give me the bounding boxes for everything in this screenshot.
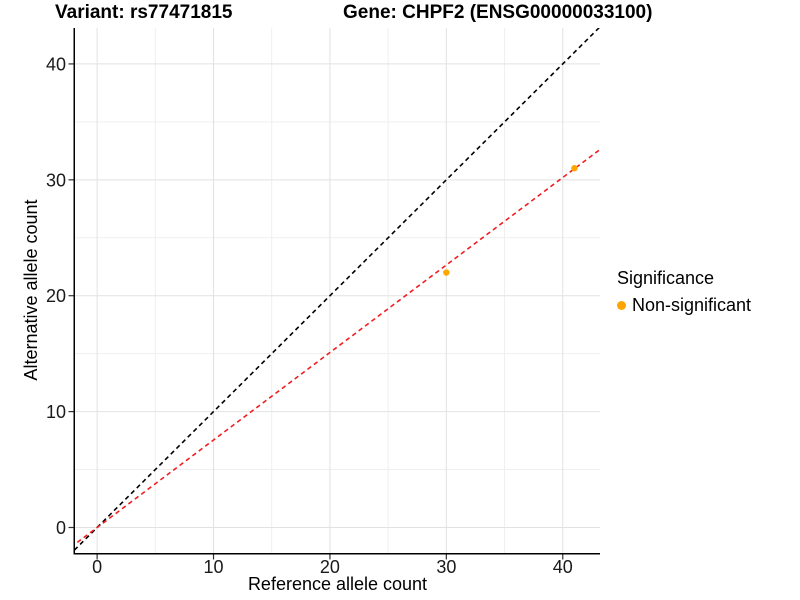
y-tick-label: 30 xyxy=(46,170,66,190)
x-tick-label: 30 xyxy=(436,557,456,577)
x-tick-label: 40 xyxy=(553,557,573,577)
legend-item-non-significant: Non-significant xyxy=(617,295,751,316)
x-tick-label: 20 xyxy=(320,557,340,577)
legend-item-label: Non-significant xyxy=(632,295,752,315)
y-tick-label: 10 xyxy=(46,402,66,422)
identity-line xyxy=(75,28,600,551)
regression-line xyxy=(75,148,600,546)
plot-title-gene: Gene: CHPF2 (ENSG00000033100) xyxy=(343,2,653,23)
plot-title-variant: Variant: rs77471815 xyxy=(55,2,233,23)
data-point xyxy=(443,269,450,276)
x-tick-label: 10 xyxy=(204,557,224,577)
legend: Significance Non-significant xyxy=(617,268,751,316)
legend-point-marker-icon xyxy=(617,301,626,310)
legend-title: Significance xyxy=(617,268,715,288)
data-point xyxy=(571,165,578,172)
y-tick-label: 0 xyxy=(56,518,66,538)
y-tick-label: 20 xyxy=(46,286,66,306)
x-tick-label: 0 xyxy=(92,557,102,577)
x-axis-title: Reference allele count xyxy=(247,574,428,594)
y-tick-label: 40 xyxy=(46,54,66,74)
y-axis-title: Alternative allele count xyxy=(21,199,41,381)
